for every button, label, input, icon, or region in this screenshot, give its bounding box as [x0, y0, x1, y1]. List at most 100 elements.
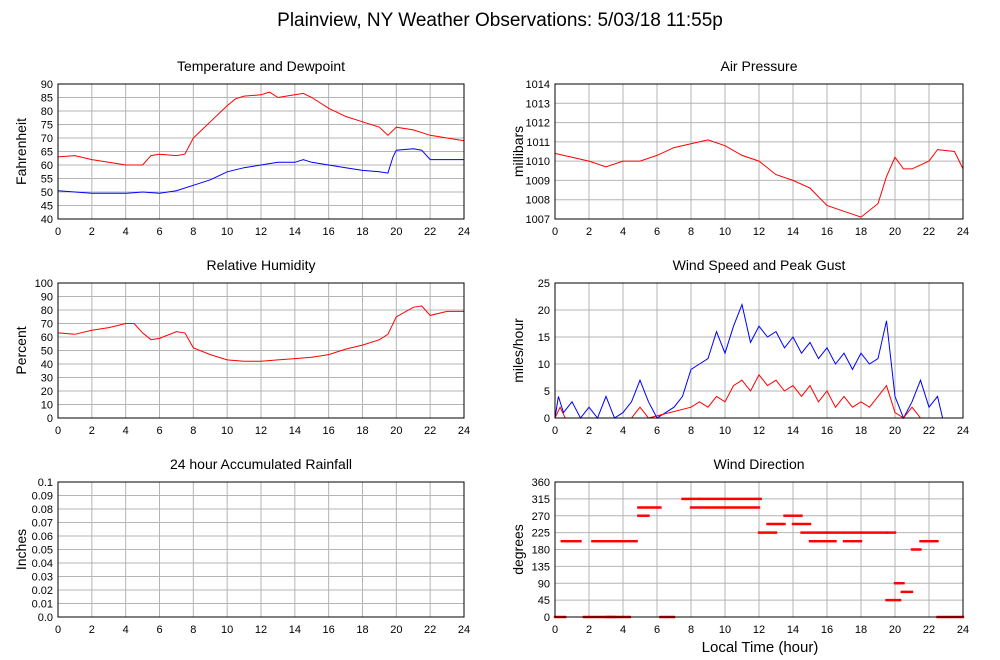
scatter-point: [885, 598, 888, 602]
scatter-point: [819, 540, 822, 543]
scatter-point: [812, 531, 815, 534]
scatter-point: [751, 497, 754, 501]
scatter-point: [723, 497, 727, 501]
scatter-point: [795, 514, 798, 517]
series-line-1: [57, 148, 464, 194]
scatter-point: [732, 497, 735, 501]
scatter-point: [756, 506, 759, 509]
y-tick-label: 0.01: [32, 599, 53, 611]
scatter-point: [834, 540, 837, 543]
x-tick-label: 14: [787, 226, 799, 238]
scatter-point: [609, 540, 613, 543]
scatter-point: [798, 522, 801, 526]
scatter-point: [881, 531, 885, 534]
scatter-point: [616, 540, 620, 543]
scatter-point: [866, 531, 869, 534]
scatter-point: [827, 540, 830, 543]
scatter-point: [725, 497, 728, 501]
y-tick-label: 0: [544, 612, 550, 624]
x-tick-label: 6: [156, 226, 162, 238]
scatter-point: [919, 548, 922, 551]
scatter-point: [854, 531, 858, 534]
scatter-point: [620, 540, 623, 543]
scatter-point: [706, 506, 710, 509]
scatter-point: [725, 506, 728, 509]
x-tick-label: 0: [55, 226, 61, 238]
x-tick-label: 8: [688, 226, 694, 238]
scatter-point: [910, 590, 914, 594]
scatter-point: [737, 506, 740, 509]
scatter-point: [853, 540, 856, 543]
scatter-point: [768, 531, 771, 534]
scatter-point: [762, 531, 766, 534]
scatter-point: [757, 531, 761, 534]
scatter-point: [723, 506, 727, 509]
y-tick-label: 0.1: [38, 477, 53, 489]
chart-title: Wind Speed and Peak Gust: [673, 257, 846, 273]
scatter-point: [904, 590, 907, 594]
x-tick-label: 2: [89, 624, 95, 636]
scatter-point: [766, 522, 769, 526]
x-tick-label: 14: [289, 624, 301, 636]
scatter-point: [929, 540, 932, 543]
scatter-point: [778, 522, 781, 526]
scatter-point: [802, 531, 805, 534]
y-tick-label: 180: [532, 545, 550, 557]
scatter-point: [638, 514, 642, 517]
scatter-point: [815, 531, 818, 534]
scatter-point: [887, 598, 890, 602]
x-tick-label: 16: [323, 425, 335, 437]
scatter-point: [727, 506, 730, 509]
scatter-point: [720, 497, 723, 501]
scatter-point: [698, 497, 701, 501]
scatter-point: [757, 497, 761, 501]
scatter-point: [747, 497, 750, 501]
scatter-point: [800, 531, 803, 534]
scatter-point: [830, 540, 834, 543]
scatter-point: [728, 506, 732, 509]
scatter-point: [887, 531, 890, 534]
x-tick-label: 20: [390, 624, 402, 636]
y-axis-label: Fahrenheit: [13, 118, 29, 185]
scatter-point: [754, 497, 757, 501]
scatter-point: [681, 497, 684, 501]
scatter-point: [613, 540, 616, 543]
scatter-point: [829, 540, 832, 543]
scatter-point: [793, 522, 796, 526]
x-tick-label: 6: [156, 425, 162, 437]
scatter-point: [720, 506, 723, 509]
y-tick-label: 1010: [526, 156, 550, 168]
scatter-point: [798, 514, 801, 517]
y-tick-label: 90: [538, 578, 550, 590]
scatter-point: [892, 598, 895, 602]
x-tick-label: 14: [289, 226, 301, 238]
y-axis-label: Inches: [13, 529, 29, 570]
y-tick-label: 40: [41, 214, 53, 226]
scatter-point: [694, 497, 698, 501]
scatter-point: [766, 531, 769, 534]
scatter-point: [849, 540, 852, 543]
scatter-point: [844, 531, 847, 534]
scatter-point: [749, 506, 752, 509]
y-tick-label: 0.05: [32, 545, 53, 557]
scatter-point: [621, 540, 625, 543]
scatter-point: [822, 540, 825, 543]
scatter-point: [858, 540, 861, 543]
y-tick-label: 0.06: [32, 531, 53, 543]
scatter-point: [793, 514, 796, 517]
scatter-point: [715, 506, 718, 509]
scatter-point: [934, 540, 937, 543]
plot-frame: [57, 282, 465, 419]
y-tick-label: 270: [532, 511, 550, 523]
scatter-point: [773, 531, 776, 534]
scatter-point: [796, 522, 800, 526]
scatter-point: [744, 497, 747, 501]
x-tick-label: 20: [390, 425, 402, 437]
scatter-point: [727, 497, 730, 501]
scatter-point: [895, 598, 898, 602]
scatter-point: [688, 497, 691, 501]
chart-title: Wind Direction: [713, 456, 804, 472]
scatter-point: [768, 522, 771, 526]
